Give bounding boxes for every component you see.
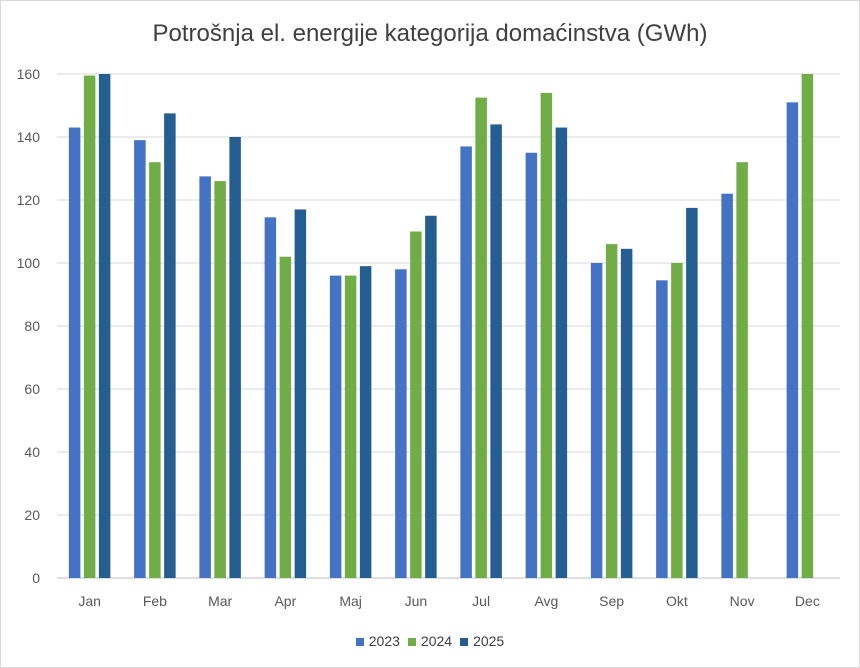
legend-label: 2024 xyxy=(420,633,453,649)
bar-2023-dec xyxy=(786,102,799,578)
bar-2025-apr xyxy=(294,209,307,578)
bar-2024-apr xyxy=(279,256,292,578)
bar-2023-jun xyxy=(395,269,407,578)
x-tick-label: Apr xyxy=(274,593,296,609)
bar-2023-okt xyxy=(656,280,668,578)
bar-2023-nov xyxy=(721,193,733,578)
x-tick-label: Maj xyxy=(339,593,362,609)
x-tick-label: Jan xyxy=(78,593,101,609)
legend-swatch xyxy=(355,638,364,646)
y-tick-label: 120 xyxy=(17,192,41,208)
x-tick-label: Nov xyxy=(730,593,755,609)
bar-2023-maj xyxy=(329,275,342,578)
bar-2024-nov xyxy=(736,162,748,578)
bar-2023-mar xyxy=(199,176,211,578)
bar-2024-avg xyxy=(540,92,553,579)
x-tick-label: Jun xyxy=(405,593,428,609)
bar-2025-sep xyxy=(620,248,633,578)
bar-2023-apr xyxy=(264,217,277,578)
bar-2023-feb xyxy=(134,140,146,578)
bar-2024-jun xyxy=(410,231,422,578)
legend-label: 2023 xyxy=(368,633,400,649)
bar-2023-avg xyxy=(525,152,538,578)
legend-label: 2025 xyxy=(473,633,505,649)
bar-2025-jul xyxy=(490,124,502,579)
x-tick-label: Jul xyxy=(472,593,490,609)
bar-2025-maj xyxy=(359,266,372,578)
y-tick-label: 140 xyxy=(17,129,41,145)
legend-swatch xyxy=(460,638,469,646)
y-tick-label: 160 xyxy=(17,66,41,82)
bar-2024-dec xyxy=(801,74,814,578)
bar-2025-jun xyxy=(425,215,437,578)
bar-2023-jul xyxy=(460,146,472,578)
y-tick-label: 20 xyxy=(24,507,40,523)
y-tick-label: 40 xyxy=(24,444,40,460)
bar-2025-feb xyxy=(164,113,176,578)
x-tick-label: Sep xyxy=(599,593,624,609)
bar-2024-jul xyxy=(475,97,487,578)
x-tick-label: Feb xyxy=(143,593,167,609)
legend-swatch xyxy=(407,638,416,646)
legend-item-2025: 2025 xyxy=(460,633,504,649)
bar-2025-mar xyxy=(229,137,241,578)
x-tick-label: Avg xyxy=(534,593,558,609)
chart-legend: 2023 2024 2025 xyxy=(0,633,860,649)
x-tick-label: Mar xyxy=(208,593,232,609)
x-tick-label: Okt xyxy=(666,593,688,609)
bar-2023-jan xyxy=(68,127,81,579)
bar-2025-jan xyxy=(98,74,111,578)
y-tick-label: 60 xyxy=(24,381,40,397)
bar-2025-okt xyxy=(686,207,698,578)
bar-2024-maj xyxy=(344,275,357,578)
bar-2024-sep xyxy=(605,244,618,578)
bar-2024-jan xyxy=(83,75,96,578)
legend-item-2024: 2024 xyxy=(407,633,453,649)
bar-2025-avg xyxy=(555,127,568,579)
y-tick-label: 100 xyxy=(17,255,41,271)
y-tick-label: 0 xyxy=(32,570,40,586)
y-tick-label: 80 xyxy=(24,318,40,334)
legend-item-2023: 2023 xyxy=(355,633,400,649)
bar-2024-okt xyxy=(671,263,683,578)
bar-2023-sep xyxy=(590,263,603,578)
bar-2024-mar xyxy=(214,181,226,578)
bar-2024-feb xyxy=(149,162,161,578)
x-tick-label: Dec xyxy=(795,593,820,609)
chart-title: Potrošnja el. energije kategorija domaći… xyxy=(152,20,708,47)
